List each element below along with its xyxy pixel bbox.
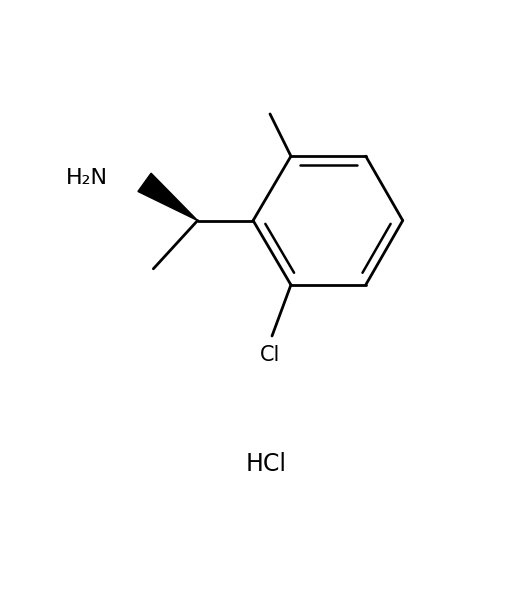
Text: H₂N: H₂N: [66, 168, 108, 188]
Text: HCl: HCl: [245, 452, 286, 476]
Polygon shape: [138, 173, 198, 221]
Text: Cl: Cl: [260, 345, 280, 365]
